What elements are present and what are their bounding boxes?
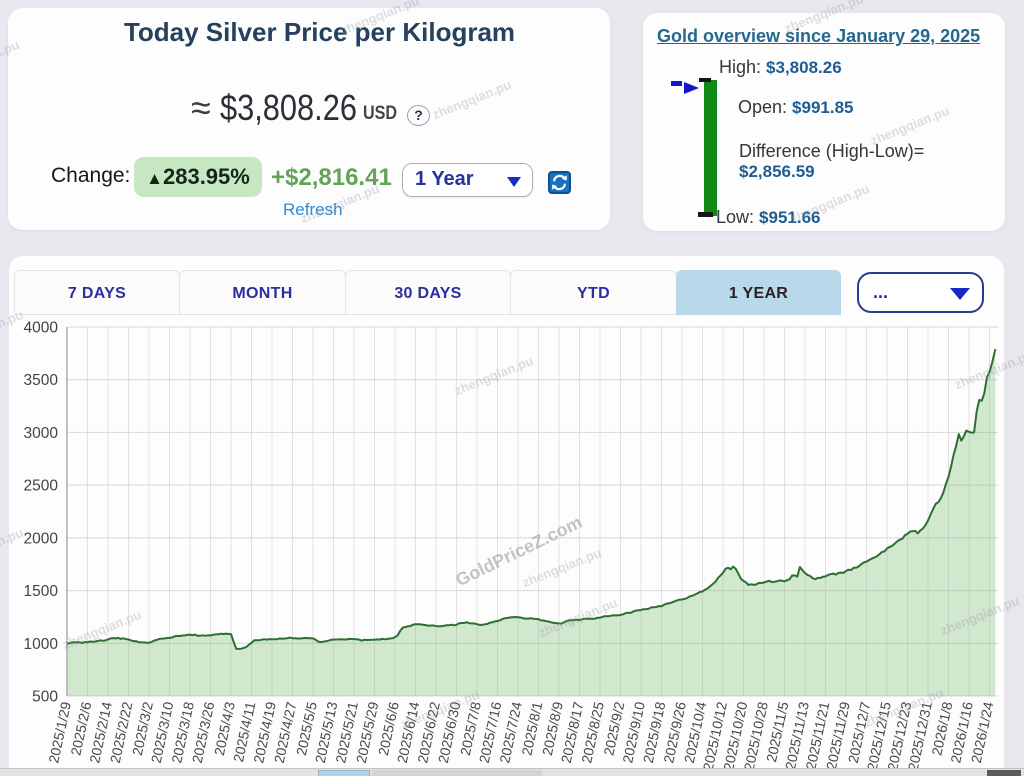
- svg-text:500: 500: [32, 689, 58, 706]
- svg-text:1000: 1000: [24, 636, 59, 653]
- svg-text:2000: 2000: [24, 530, 59, 547]
- svg-text:3500: 3500: [24, 372, 59, 389]
- svg-text:1500: 1500: [24, 583, 59, 600]
- svg-text:2500: 2500: [24, 478, 59, 495]
- svg-text:4000: 4000: [24, 320, 59, 337]
- svg-text:3000: 3000: [24, 425, 59, 442]
